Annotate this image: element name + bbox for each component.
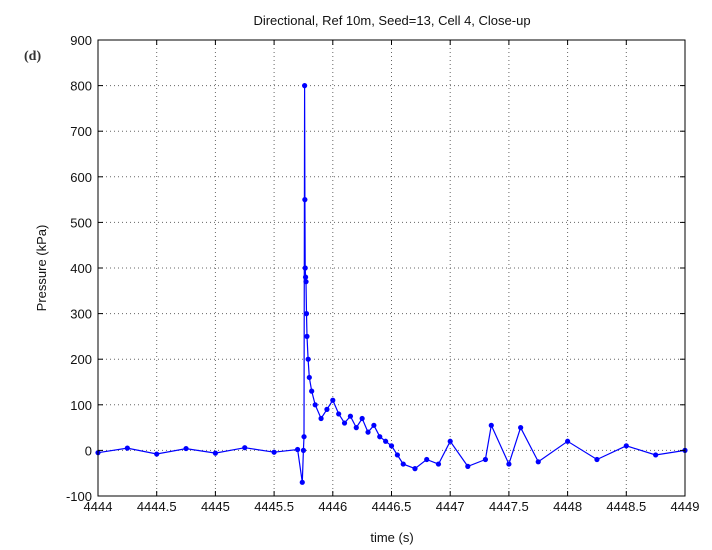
data-point: [302, 83, 308, 89]
data-point: [394, 452, 400, 458]
y-tick-label: 500: [70, 215, 92, 230]
x-axis-label: time (s): [370, 530, 413, 545]
y-tick-label: 0: [85, 443, 92, 458]
data-point: [435, 461, 442, 467]
data-point: [365, 429, 371, 435]
data-point: [465, 463, 471, 469]
data-point: [242, 445, 248, 451]
data-point: [488, 422, 494, 428]
data-point: [312, 402, 318, 408]
data-point: [302, 274, 309, 280]
data-point: [318, 415, 324, 422]
data-point: [400, 461, 406, 467]
x-tick-label: 4446.5: [372, 499, 412, 514]
x-tick-label: 4448: [553, 499, 582, 514]
y-tick-label: 100: [70, 398, 92, 413]
y-tick-label: 300: [70, 307, 92, 322]
data-point: [359, 415, 365, 422]
chart-title: Directional, Ref 10m, Seed=13, Cell 4, C…: [253, 13, 530, 28]
data-point: [412, 466, 418, 472]
data-point: [653, 452, 659, 458]
data-point: [388, 443, 395, 449]
y-tick-label: -100: [66, 489, 92, 504]
data-point: [424, 456, 430, 463]
y-tick-label: 700: [70, 124, 92, 139]
data-point: [271, 449, 277, 455]
x-tick-label: 4445: [201, 499, 230, 514]
data-point: [482, 456, 489, 463]
x-tick-label: 4447: [436, 499, 465, 514]
y-tick-label: 600: [70, 170, 92, 185]
axis-ticks: 4444 4444.5 4445 4445.5 4446 4446.5 4447 4447.5…: [66, 33, 699, 514]
data-point: [302, 197, 308, 203]
series-line: [97, 85, 686, 483]
data-point: [371, 422, 377, 428]
data-point: [305, 356, 311, 362]
x-tick-label: 4446: [318, 499, 347, 514]
data-point: [341, 420, 348, 426]
data-point: [324, 406, 330, 412]
data-point: [304, 333, 310, 339]
x-tick-label: 4448.5: [606, 499, 646, 514]
y-axis-label: Pressure (kPa): [34, 225, 49, 312]
y-tick-label: 400: [70, 261, 92, 276]
data-point: [518, 425, 524, 431]
data-point: [383, 438, 389, 444]
grid-lines: [98, 40, 685, 496]
y-tick-label: 800: [70, 79, 92, 94]
data-point: [535, 459, 541, 465]
data-point: [183, 445, 189, 452]
x-tick-label: 4444.5: [137, 499, 177, 514]
data-point: [154, 451, 160, 457]
data-point: [302, 265, 308, 271]
data-point: [306, 374, 312, 381]
data-point: [506, 461, 512, 467]
data-point: [303, 311, 310, 317]
data-point: [594, 456, 600, 463]
data-point: [124, 445, 130, 451]
x-tick-label: 4445.5: [254, 499, 294, 514]
x-tick-label: 4444: [84, 499, 113, 514]
data-point: [212, 450, 218, 456]
data-point: [347, 413, 354, 419]
data-point: [301, 434, 307, 440]
data-point: [303, 279, 309, 285]
data-point: [294, 446, 301, 453]
data-point: [377, 434, 383, 440]
data-point: [353, 425, 359, 431]
y-tick-label: 900: [70, 33, 92, 48]
data-point: [330, 397, 336, 403]
x-tick-label: 4447.5: [489, 499, 529, 514]
x-tick-label: 4449: [671, 499, 700, 514]
data-point: [447, 438, 453, 444]
data-point: [309, 388, 315, 394]
panel-label: (d): [24, 49, 41, 64]
data-point: [565, 438, 571, 444]
y-tick-label: 200: [70, 352, 92, 367]
data-point: [299, 479, 305, 485]
data-point: [623, 443, 629, 449]
data-series: [95, 83, 688, 485]
data-point: [336, 411, 342, 417]
data-point: [300, 447, 307, 453]
